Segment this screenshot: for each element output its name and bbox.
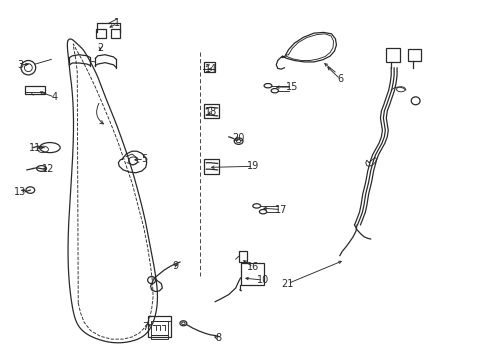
Text: 17: 17 — [274, 204, 287, 215]
Bar — [204, 62, 215, 72]
Text: 6: 6 — [337, 74, 343, 84]
Text: 18: 18 — [204, 107, 217, 117]
Text: 20: 20 — [232, 132, 244, 143]
Text: 21: 21 — [281, 279, 293, 289]
Bar — [240, 263, 264, 285]
Text: 8: 8 — [215, 333, 221, 343]
Bar — [386, 48, 399, 62]
Text: 5: 5 — [141, 154, 147, 164]
Bar — [96, 29, 105, 38]
Text: 4: 4 — [52, 92, 58, 102]
Text: 12: 12 — [41, 164, 54, 174]
Bar — [407, 49, 420, 61]
Text: 9: 9 — [172, 261, 178, 271]
Text: 14: 14 — [204, 64, 217, 74]
Text: 10: 10 — [256, 275, 269, 285]
Bar — [204, 159, 219, 174]
Text: 19: 19 — [246, 161, 259, 171]
Bar — [204, 104, 219, 118]
Bar — [25, 86, 45, 94]
Bar — [110, 29, 120, 38]
Text: 11: 11 — [29, 143, 41, 153]
Text: 1: 1 — [114, 18, 120, 28]
Text: 7: 7 — [142, 322, 148, 332]
Bar — [150, 335, 168, 339]
Bar — [147, 316, 171, 337]
Text: 13: 13 — [14, 186, 27, 197]
Text: 15: 15 — [285, 82, 298, 92]
Bar — [150, 321, 168, 335]
Text: 2: 2 — [97, 42, 103, 53]
Bar — [238, 251, 247, 262]
Text: 16: 16 — [246, 262, 259, 272]
Text: 3: 3 — [18, 60, 23, 70]
